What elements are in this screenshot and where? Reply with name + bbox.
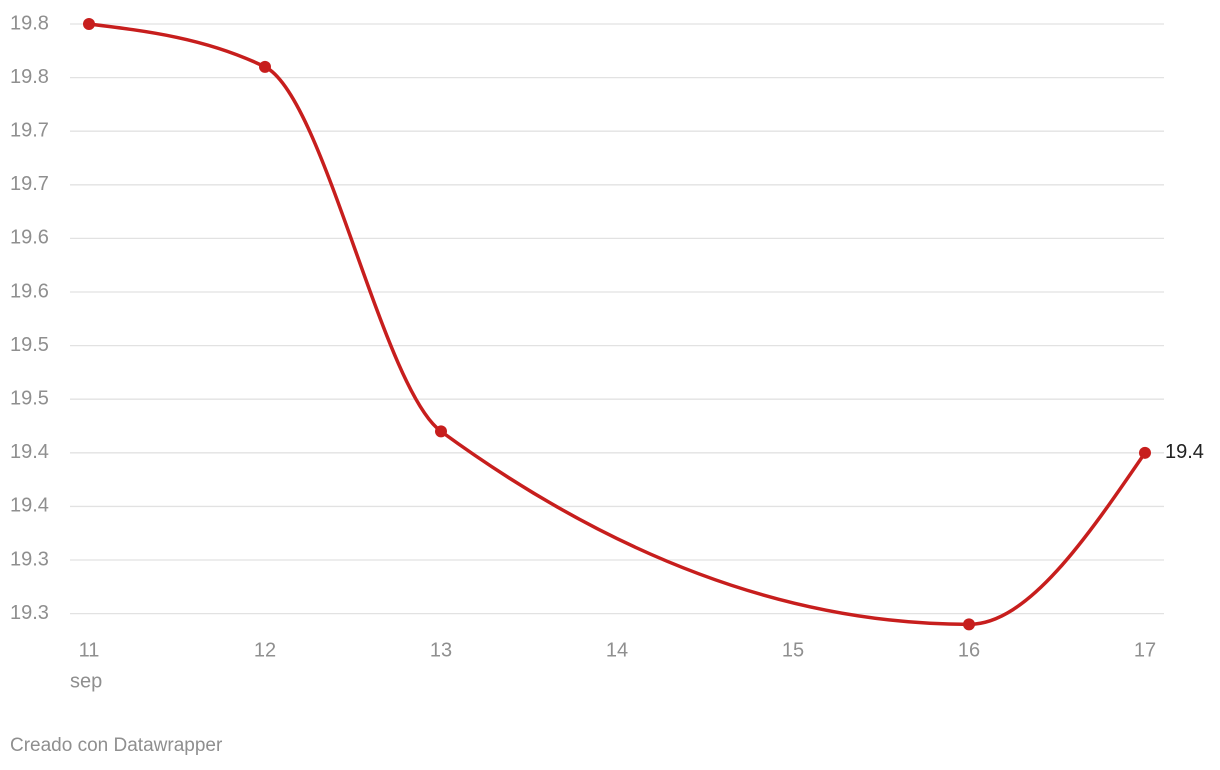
x-tick-label: 16 bbox=[958, 639, 980, 661]
y-tick-label: 19.6 bbox=[10, 227, 49, 249]
x-tick-label: 14 bbox=[606, 639, 628, 661]
x-tick-label: 13 bbox=[430, 639, 452, 661]
y-tick-label: 19.7 bbox=[10, 119, 49, 141]
point bbox=[259, 60, 271, 73]
y-tick-label: 19.3 bbox=[10, 548, 49, 570]
x-tick-label: 11 bbox=[79, 639, 100, 661]
y-tick-label: 19.4 bbox=[10, 441, 49, 463]
y-tick-label: 19.3 bbox=[10, 602, 49, 624]
y-tick-label: 19.6 bbox=[10, 280, 49, 302]
x-tick-label: 17 bbox=[1134, 639, 1156, 661]
point bbox=[963, 618, 975, 631]
y-tick-label: 19.8 bbox=[10, 66, 49, 88]
series-label: 19.4 bbox=[1165, 441, 1204, 463]
point bbox=[83, 18, 95, 30]
x-sublabel: sep bbox=[70, 670, 102, 692]
y-tick-label: 19.8 bbox=[10, 12, 49, 34]
point bbox=[1139, 446, 1151, 459]
x-tick-label: 12 bbox=[254, 639, 276, 661]
x-tick-label: 15 bbox=[782, 639, 804, 661]
y-tick-label: 19.5 bbox=[10, 387, 49, 409]
point bbox=[435, 425, 447, 438]
line bbox=[88, 22, 1147, 627]
y-tick-label: 19.4 bbox=[10, 495, 49, 517]
footer: Creado con Datawrapper bbox=[10, 735, 223, 756]
y-tick-label: 19.7 bbox=[10, 173, 49, 195]
y-tick-label: 19.5 bbox=[10, 334, 49, 356]
